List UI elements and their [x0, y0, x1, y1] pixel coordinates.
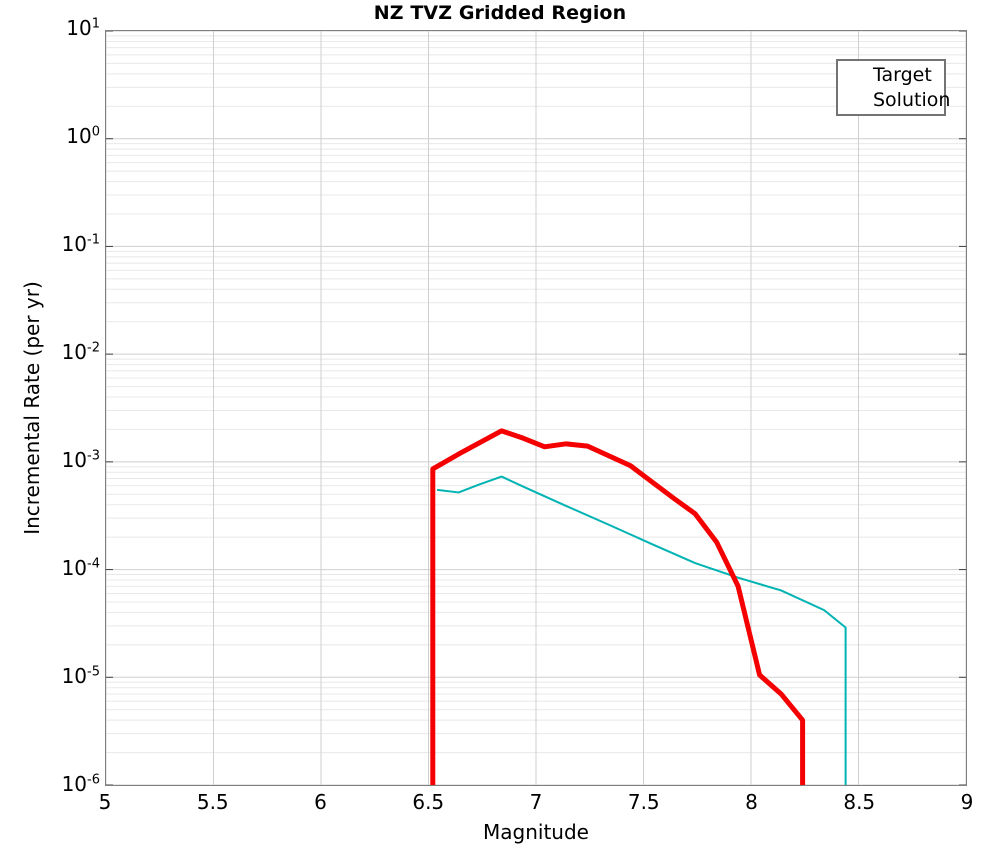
- x-tick-label: 5.5: [196, 790, 229, 814]
- x-axis-title: Magnitude: [483, 820, 589, 844]
- legend: Target Solution: [836, 59, 950, 116]
- y-tick-label: 10-3: [61, 448, 100, 472]
- x-tick-label: 7: [529, 790, 543, 814]
- plot-area: [105, 30, 967, 786]
- x-tick-label: 8: [745, 790, 758, 814]
- y-axis-tick-labels: 101 100 10-1 10-2 10-3 10-4 10-5 10-6: [0, 0, 100, 850]
- x-tick-label: 6.5: [412, 790, 445, 814]
- legend-entry-target: Target: [842, 63, 944, 88]
- y-tick-label: 10-5: [61, 664, 100, 688]
- y-tick-label: 100: [66, 124, 100, 148]
- grid-lines: [106, 31, 966, 785]
- y-tick-label: 10-4: [61, 556, 100, 580]
- y-tick-label: 10-2: [61, 340, 100, 364]
- data-series-layer: [430, 428, 847, 785]
- y-tick-label: 10-6: [61, 772, 100, 796]
- x-tick-label: 6: [314, 790, 327, 814]
- x-tick-label: 8.5: [843, 790, 876, 814]
- series-line-solution: [430, 428, 806, 785]
- y-axis-title: Incremental Rate (per yr): [20, 281, 44, 535]
- y-tick-label: 101: [66, 16, 100, 40]
- legend-label-target: Target: [873, 64, 932, 86]
- y-tick-label: 10-1: [61, 232, 100, 256]
- x-tick-label: 9: [960, 790, 974, 814]
- chart-title: NZ TVZ Gridded Region: [373, 2, 627, 24]
- series-line-target: [436, 475, 847, 785]
- x-tick-label: 7.5: [627, 790, 660, 814]
- legend-label-solution: Solution: [873, 89, 951, 111]
- x-tick-label: 5: [98, 790, 112, 814]
- legend-entry-solution: Solution: [842, 88, 950, 113]
